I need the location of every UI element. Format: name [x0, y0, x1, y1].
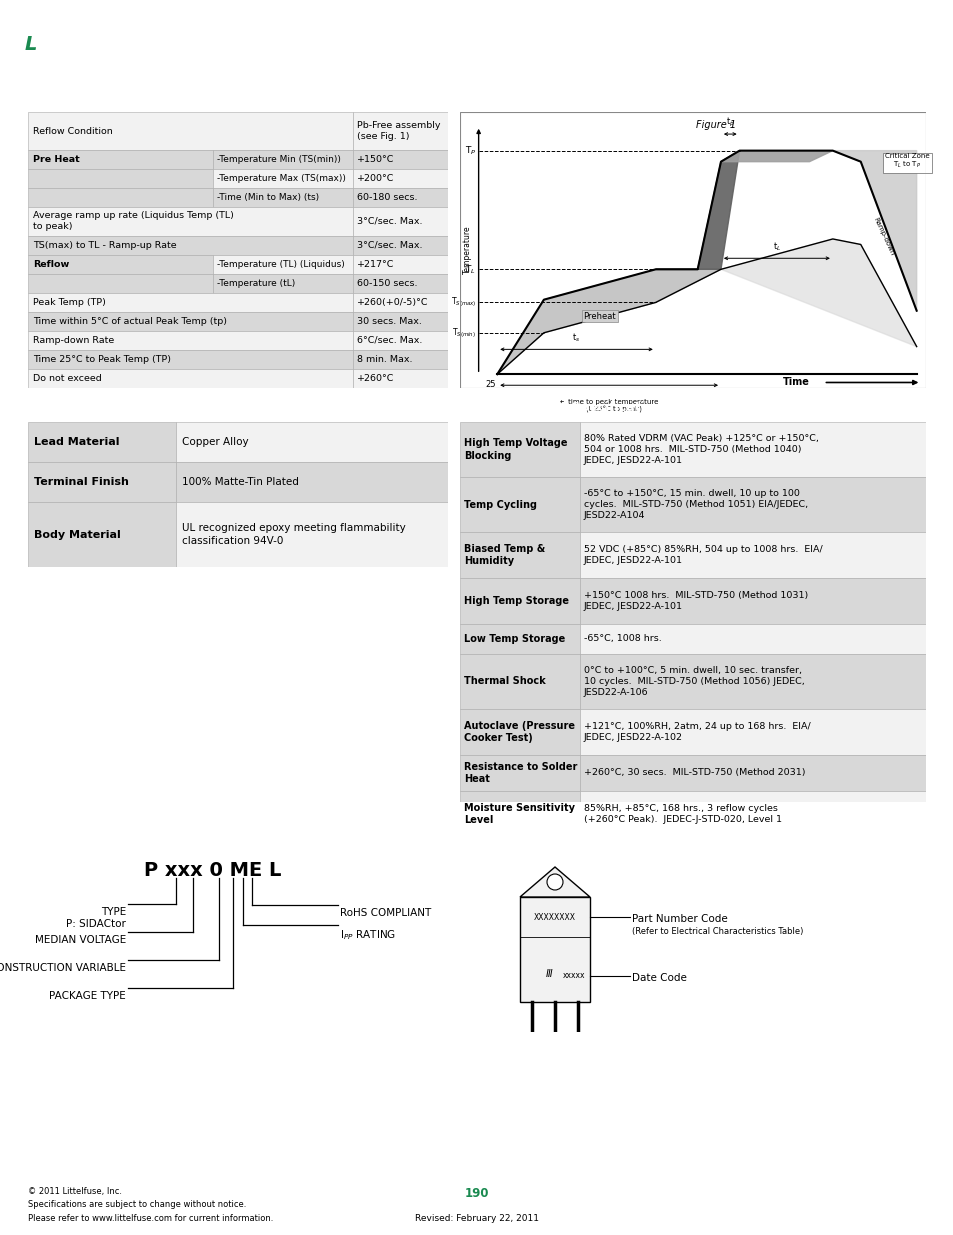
Bar	[213, 254, 353, 274]
Text: ← time to peak temperature
    (t 25°C to peak): ← time to peak temperature (t 25°C to pe…	[559, 399, 658, 414]
Bar	[459, 477, 579, 532]
Text: Time 25°C to Peak Temp (TP): Time 25°C to Peak Temp (TP)	[33, 354, 171, 364]
Text: TS(max) to TL - Ramp-up Rate: TS(max) to TL - Ramp-up Rate	[33, 241, 176, 249]
Text: -65°C, 1008 hrs.: -65°C, 1008 hrs.	[583, 635, 661, 643]
Text: +150°C 1008 hrs.  MIL-STD-750 (Method 1031)
JEDEC, JESD22-A-101: +150°C 1008 hrs. MIL-STD-750 (Method 103…	[583, 592, 807, 611]
Bar	[175, 422, 448, 462]
Bar	[519, 897, 589, 1002]
Text: UL recognized epoxy meeting flammability
classification 94V-0: UL recognized epoxy meeting flammability…	[182, 522, 405, 546]
Bar	[213, 151, 353, 169]
Text: Do not exceed: Do not exceed	[33, 374, 102, 383]
Bar	[28, 312, 353, 331]
Text: Physical Specifications: Physical Specifications	[32, 400, 193, 414]
Text: t$_p$: t$_p$	[725, 115, 734, 128]
Text: Environmental Specifications: Environmental Specifications	[464, 400, 668, 414]
Text: Autoclave (Pressure
Cooker Test): Autoclave (Pressure Cooker Test)	[463, 721, 575, 743]
Bar	[459, 532, 579, 578]
Bar	[28, 169, 213, 188]
Bar	[353, 112, 448, 151]
Text: Expertise Applied  |  Answers Delivered: Expertise Applied | Answers Delivered	[60, 56, 226, 64]
Text: Ramp-up: Ramp-up	[685, 183, 700, 219]
Text: © 2011 Littelfuse, Inc.
Specifications are subject to change without notice.
Ple: © 2011 Littelfuse, Inc. Specifications a…	[28, 1187, 274, 1223]
Text: 85%RH, +85°C, 168 hrs., 3 reflow cycles
(+260°C Peak).  JEDEC-J-STD-020, Level 1: 85%RH, +85°C, 168 hrs., 3 reflow cycles …	[583, 804, 781, 824]
Text: RoHS COMPLIANT: RoHS COMPLIANT	[339, 908, 431, 918]
Bar	[28, 462, 175, 501]
Text: 0°C to +100°C, 5 min. dwell, 10 sec. transfer,
10 cycles.  MIL-STD-750 (Method 1: 0°C to +100°C, 5 min. dwell, 10 sec. tra…	[583, 666, 804, 697]
Text: Date Code: Date Code	[631, 973, 686, 983]
Text: Moisture Sensitivity
Level: Moisture Sensitivity Level	[463, 803, 575, 825]
Bar	[28, 236, 353, 254]
Bar	[28, 151, 213, 169]
Text: Terminal Finish: Terminal Finish	[34, 477, 129, 487]
Bar	[353, 369, 448, 388]
Text: Resistance to Solder
Heat: Resistance to Solder Heat	[463, 762, 577, 784]
Text: t$_s$: t$_s$	[572, 331, 580, 343]
Bar	[28, 331, 353, 350]
Text: Temp Cycling: Temp Cycling	[463, 499, 537, 510]
Polygon shape	[655, 151, 739, 269]
Text: Figure 1: Figure 1	[696, 120, 736, 130]
Bar	[28, 422, 175, 462]
Bar	[28, 501, 175, 567]
Text: -Temperature (tL): -Temperature (tL)	[216, 279, 294, 288]
Bar	[28, 274, 213, 293]
Text: T$_{S(max)}$: T$_{S(max)}$	[451, 295, 476, 309]
Text: -Temperature (TL) (Liquidus): -Temperature (TL) (Liquidus)	[216, 259, 344, 269]
Bar	[579, 790, 925, 837]
Text: 60-180 secs.: 60-180 secs.	[356, 193, 417, 203]
Bar	[175, 462, 448, 501]
Polygon shape	[497, 269, 720, 374]
Text: -65°C to +150°C, 15 min. dwell, 10 up to 100
cycles.  MIL-STD-750 (Method 1051) : -65°C to +150°C, 15 min. dwell, 10 up to…	[583, 489, 807, 520]
Text: Time: Time	[781, 378, 809, 388]
Text: Soldering Parameters: Soldering Parameters	[37, 93, 190, 105]
Bar	[579, 655, 925, 709]
Text: +260°C: +260°C	[356, 374, 394, 383]
Bar	[353, 207, 448, 236]
Text: Ramp-down: Ramp-down	[872, 216, 895, 256]
Text: 3°C/sec. Max.: 3°C/sec. Max.	[356, 241, 422, 249]
Text: Pre Heat: Pre Heat	[33, 156, 80, 164]
Text: -Temperature Min (TS(min)): -Temperature Min (TS(min))	[216, 156, 340, 164]
Bar	[353, 293, 448, 312]
Text: SIDACtor: SIDACtor	[237, 14, 364, 38]
Text: Pb-Free assembly
(see Fig. 1): Pb-Free assembly (see Fig. 1)	[356, 121, 440, 141]
Text: Part Marking: Part Marking	[464, 825, 555, 837]
Bar	[459, 755, 579, 790]
Bar	[28, 350, 353, 369]
Text: Time within 5°C of actual Peak Temp (tp): Time within 5°C of actual Peak Temp (tp)	[33, 317, 227, 326]
Bar	[213, 188, 353, 207]
Bar	[579, 532, 925, 578]
Polygon shape	[832, 151, 916, 311]
Text: +121°C, 100%RH, 2atm, 24 up to 168 hrs.  EIA/
JEDEC, JESD22-A-102: +121°C, 100%RH, 2atm, 24 up to 168 hrs. …	[583, 722, 810, 742]
Text: Reflow: Reflow	[33, 259, 70, 269]
Text: -Time (Min to Max) (ts): -Time (Min to Max) (ts)	[216, 193, 319, 203]
Text: 8 min. Max.: 8 min. Max.	[356, 354, 412, 364]
Bar	[353, 254, 448, 274]
Text: PACKAGE TYPE: PACKAGE TYPE	[50, 990, 126, 1002]
Bar	[459, 790, 579, 837]
Text: -Temperature Max (TS(max)): -Temperature Max (TS(max))	[216, 174, 346, 183]
Text: ⅠⅡ: ⅠⅡ	[546, 969, 554, 979]
Bar	[579, 624, 925, 655]
Text: +150°C: +150°C	[356, 156, 394, 164]
Bar	[459, 578, 579, 624]
Bar	[459, 709, 579, 755]
Bar	[353, 350, 448, 369]
Bar	[28, 207, 353, 236]
Text: Copper Alloy: Copper Alloy	[182, 437, 249, 447]
Text: T$_P$: T$_P$	[464, 144, 476, 157]
Bar	[353, 274, 448, 293]
Text: TYPE: TYPE	[101, 906, 126, 918]
Text: Ramp-down Rate: Ramp-down Rate	[33, 336, 114, 345]
Bar	[175, 501, 448, 567]
Polygon shape	[720, 151, 832, 162]
Text: t$_L$: t$_L$	[772, 241, 781, 253]
FancyBboxPatch shape	[11, 23, 51, 67]
Bar	[353, 236, 448, 254]
Text: Reflow Condition: Reflow Condition	[33, 126, 112, 136]
Text: MEDIAN VOLTAGE: MEDIAN VOLTAGE	[34, 935, 126, 945]
Bar	[579, 578, 925, 624]
Text: Lead Material: Lead Material	[34, 437, 119, 447]
Bar	[213, 169, 353, 188]
Text: Low Temp Storage: Low Temp Storage	[463, 634, 565, 643]
